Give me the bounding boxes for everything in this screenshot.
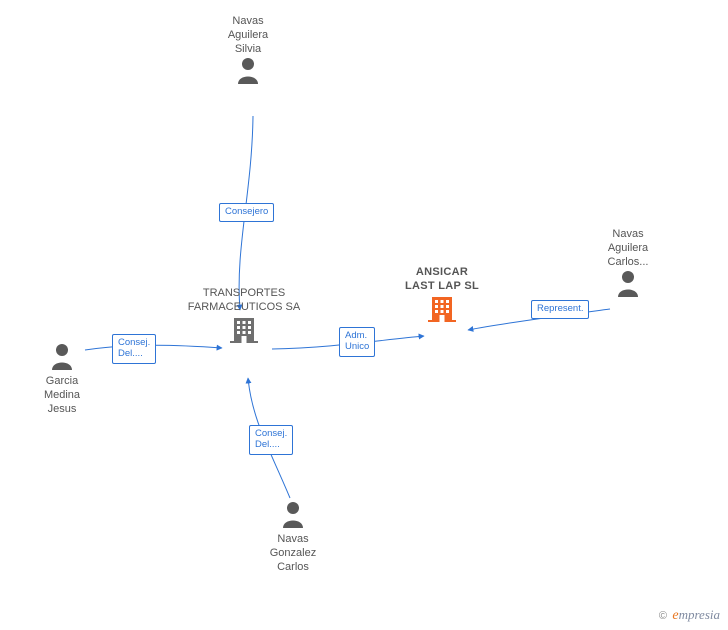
node-jesus[interactable]: Garcia Medina Jesus (2, 342, 122, 416)
node-label: Garcia Medina Jesus (2, 375, 122, 416)
building-icon (230, 315, 258, 343)
person-icon (281, 500, 305, 528)
node-label: Navas Gonzalez Carlos (233, 533, 353, 574)
watermark: © empresia (659, 607, 720, 624)
person-icon (50, 342, 74, 370)
person-icon (236, 56, 260, 84)
node-label: ANSICAR LAST LAP SL (382, 266, 502, 294)
diagram-container: Navas Aguilera Silvia Garcia Medina Jesu… (0, 0, 728, 630)
node-label: TRANSPORTES FARMACEUTICOS SA (184, 287, 304, 315)
node-carlos_g[interactable]: Navas Gonzalez Carlos (233, 500, 353, 574)
watermark-rest: mpresia (679, 607, 720, 622)
edge-label-transp-ansicar: Adm. Unico (339, 327, 375, 357)
node-carlos_a[interactable]: Navas Aguilera Carlos... (568, 228, 688, 302)
edges-layer (0, 0, 728, 630)
building-icon (428, 294, 456, 322)
edge-label-silvia-transp: Consejero (219, 203, 274, 222)
node-transp[interactable]: TRANSPORTES FARMACEUTICOS SA (184, 287, 304, 348)
copyright-symbol: © (659, 610, 667, 622)
node-label: Navas Aguilera Silvia (188, 15, 308, 56)
person-icon (616, 269, 640, 297)
node-label: Navas Aguilera Carlos... (568, 228, 688, 269)
edge-label-carlos_a-ansicar: Represent. (531, 300, 589, 319)
node-silvia[interactable]: Navas Aguilera Silvia (188, 15, 308, 89)
node-ansicar[interactable]: ANSICAR LAST LAP SL (382, 266, 502, 327)
edge-label-carlos_g-transp: Consej. Del.... (249, 425, 293, 455)
edge-label-jesus-transp: Consej. Del.... (112, 334, 156, 364)
